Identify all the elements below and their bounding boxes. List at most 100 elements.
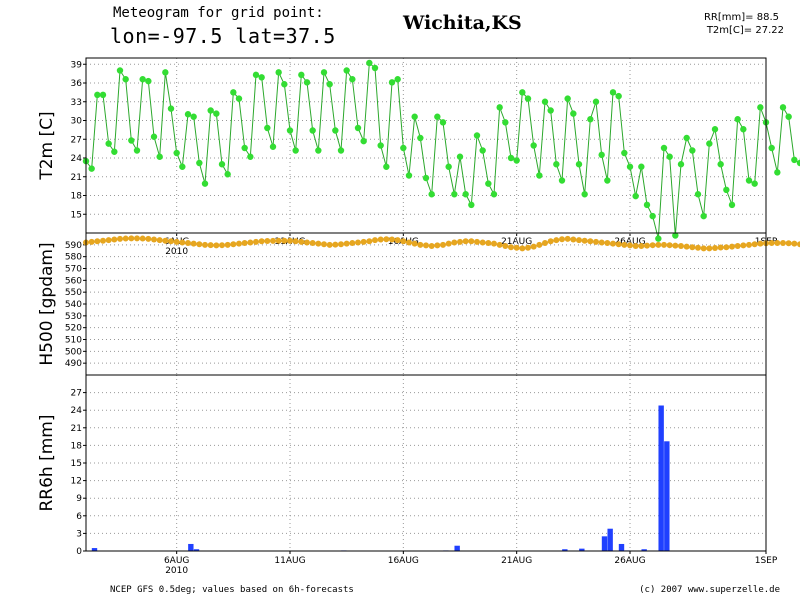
h500-point [230,241,237,248]
rr-bar [601,536,608,551]
h500-point [281,237,288,244]
h500-point [610,240,616,247]
h500-point [411,240,418,247]
h500-point [553,237,560,244]
h500-point [780,240,786,247]
h500-point [440,241,446,248]
h500-point [615,241,622,248]
h500-point [219,242,225,249]
t2m-point [638,163,645,170]
h500-point [746,241,752,248]
rr-bar [641,549,647,551]
panel-frame-rr [85,374,767,552]
t2m-point [581,191,588,198]
t2m-point [388,79,396,86]
rr-bar [193,549,200,551]
t2m-point [643,201,651,209]
h500-point [462,238,469,245]
h500-point [491,240,497,247]
t2m-point [150,133,158,140]
t2m-point [309,127,316,134]
h500-point [496,241,503,248]
x-tick-label: 21AUG [501,556,532,566]
rr-bar [91,548,98,551]
y-tick-label: 510 [65,336,82,346]
h500-point [508,244,514,251]
h500-point [360,238,367,245]
t2m-point [156,153,163,160]
t2m-point [320,69,328,76]
h500-point [661,241,667,248]
h500-point [122,235,129,242]
t2m-point [190,113,197,120]
h500-point [366,238,373,245]
h500-point [485,240,492,247]
h500-point [383,236,390,243]
t2m-point [326,81,333,88]
h500-point [791,240,798,247]
rr-bar [658,405,664,551]
h500-point [241,240,248,247]
t2m-point [791,156,798,164]
h500-point [700,245,707,252]
h500-point [587,238,594,245]
h500-point [723,244,730,251]
t2m-point [224,171,231,178]
t2m-point [133,147,141,154]
t2m-point [570,110,577,117]
h500-point [423,242,429,249]
t2m-point [111,148,118,155]
x-tick-label: 11AUG [274,556,305,566]
h500-point [190,240,197,247]
h500-point [355,239,361,246]
h500-point [768,240,775,247]
t2m-point [315,147,322,154]
h500-point [128,235,135,242]
h500-point [321,241,327,248]
h500-point [343,240,350,247]
y-tick-label: 27 [71,389,82,399]
h500-point [729,243,735,250]
h500-point [695,244,701,251]
y-tick-label: 18 [71,192,83,202]
h500-point [253,238,259,245]
h500-point [502,243,509,250]
t2m-point [201,180,209,187]
t2m-point [524,95,532,102]
t2m-point [587,116,594,123]
t2m-point [598,151,605,159]
t2m-point [417,134,424,142]
title-line-1: Meteogram for grid point: [113,5,324,21]
t2m-point [683,134,690,142]
y-tick-label: 560 [65,276,82,286]
t2m-point [337,147,345,154]
h500-point [117,235,123,242]
t2m-point [496,104,503,111]
t2m-point [264,124,271,132]
h500-point [547,238,554,245]
rr-bar [607,528,613,551]
t2m-point [723,186,730,194]
h500-point [349,240,356,247]
h500-point [757,240,764,247]
t2m-point [343,67,350,74]
h500-point [236,240,242,247]
h500-point [377,236,384,243]
t2m-point [451,191,458,198]
y-tick-label: 18 [71,441,83,451]
t2m-point [332,127,339,134]
h500-point [207,242,214,249]
t2m-point [751,180,758,187]
h500-point [168,238,174,245]
total-precipitation: RR[mm]= 88.5 [703,12,779,23]
h500-point [94,238,101,245]
h500-point [213,242,220,249]
t2m-point [207,107,214,114]
h500-point [406,239,412,246]
t2m-point [536,172,543,179]
t2m-point [774,169,781,176]
t2m-point [689,147,696,154]
y-tick-label: 39 [71,60,83,70]
y-tick-label: 530 [65,312,82,322]
h500-point [632,243,639,250]
